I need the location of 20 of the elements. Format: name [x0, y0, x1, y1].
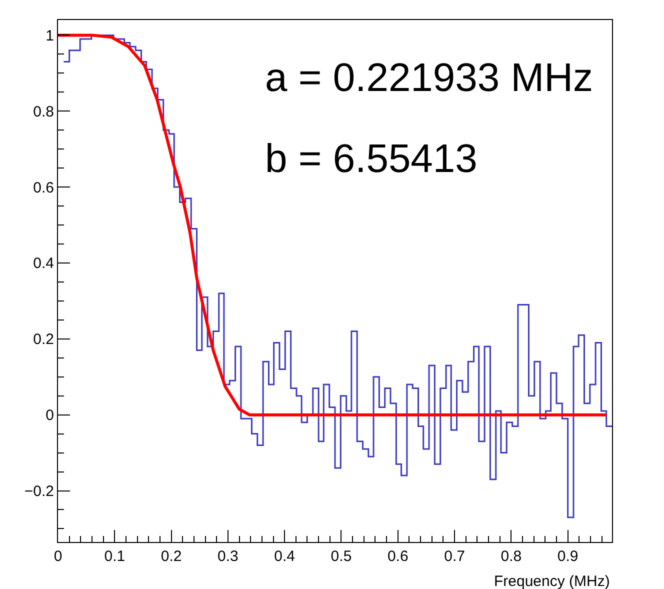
annotation: a = 0.221933 MHz	[265, 56, 593, 100]
y-tick-label: 0.4	[33, 255, 54, 272]
x-axis-title: Frequency (MHz)	[494, 573, 610, 589]
y-tick-label: 0.6	[33, 179, 54, 196]
x-tick-label: 0.8	[500, 548, 522, 565]
y-tick-label: 1	[46, 27, 54, 44]
y-tick-label: −0.2	[24, 483, 54, 500]
x-tick-label: 0.1	[104, 548, 126, 565]
x-tick-label: 0.3	[218, 548, 238, 565]
x-tick-label: 0.7	[444, 548, 465, 565]
x-tick-label: 0.2	[160, 548, 182, 565]
x-tick-label: 0.4	[274, 548, 296, 565]
x-tick-label: 0.9	[557, 548, 578, 565]
x-tick-label: 0.5	[330, 548, 352, 565]
annotation: b = 6.55413	[265, 137, 478, 181]
line-series	[58, 34, 608, 416]
y-tick-label: 0.8	[33, 103, 54, 120]
y-tick-label: 0.2	[33, 331, 54, 348]
y-tick-label: 0	[46, 407, 54, 424]
x-tick-label: 0.6	[387, 548, 408, 565]
